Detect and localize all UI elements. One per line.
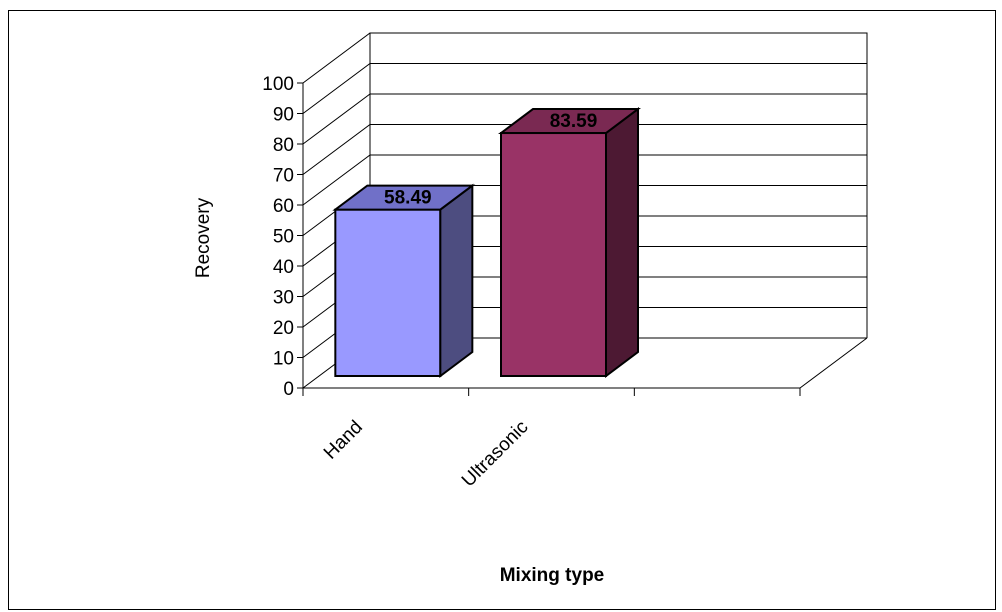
gridline	[302, 32, 867, 84]
x-tick-labels: Hand Ultrasonic	[320, 417, 533, 492]
y-tick-label: 30	[273, 288, 294, 309]
y-tick-label: 0	[283, 379, 294, 400]
gridline	[302, 154, 867, 206]
y-tick-label: 80	[273, 135, 294, 156]
y-tick-label: 100	[262, 74, 294, 95]
gridline	[302, 93, 867, 145]
bar-ultrasonic-top	[498, 108, 641, 135]
bar-hand-front	[334, 208, 442, 377]
x-axis-title: Mixing type	[500, 565, 605, 586]
y-axis-title: Recovery	[193, 197, 214, 278]
gridline	[302, 63, 867, 114]
data-labels: 58.49 83.59	[384, 111, 597, 209]
x-tick-label-ultrasonic: Ultrasonic	[458, 417, 533, 492]
y-tick-label: 90	[273, 105, 294, 126]
bar-hand-top	[332, 184, 476, 211]
y-tick-label: 70	[273, 166, 294, 187]
data-label-hand: 58.49	[384, 188, 432, 209]
y-tick-label: 20	[273, 318, 294, 339]
y-tick-label: 40	[273, 257, 294, 278]
bar-ultrasonic-front	[500, 132, 607, 377]
y-tick-label: 10	[273, 349, 294, 370]
x-tick-label-hand: Hand	[320, 417, 367, 464]
gridline	[302, 124, 867, 175]
bar-hand-side	[439, 183, 474, 378]
bar-ultrasonic-side	[605, 107, 639, 378]
floor-right-edge	[799, 337, 868, 389]
bars	[332, 107, 641, 378]
data-label-ultrasonic: 83.59	[550, 111, 598, 132]
y-tick-label: 60	[273, 196, 294, 217]
y-tick-labels: 0 10 20 30 40 50 60 70 80 90 100	[262, 74, 303, 400]
y-tick-label: 50	[273, 227, 294, 248]
